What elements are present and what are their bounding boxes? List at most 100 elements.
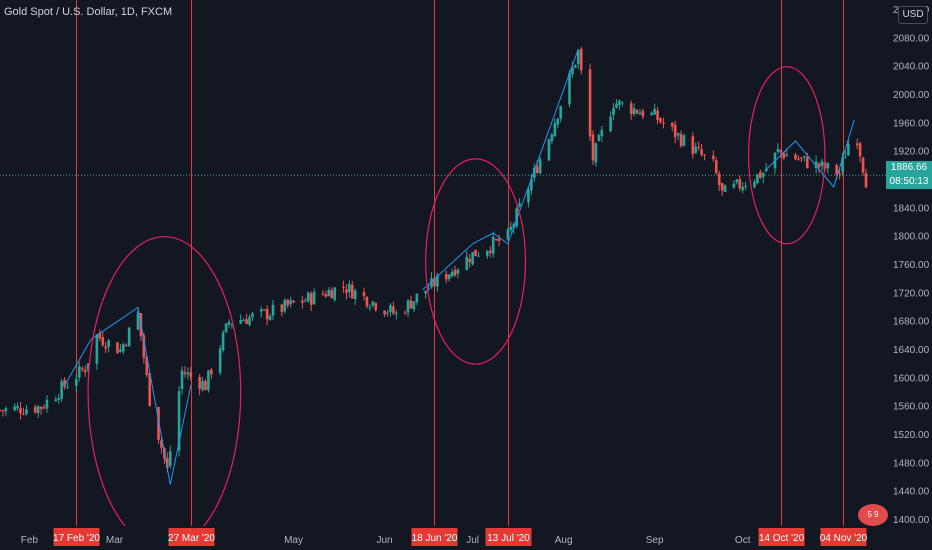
candle-body [365, 296, 369, 307]
candle-body [16, 406, 19, 408]
candle-body [571, 67, 574, 75]
candle-body [160, 440, 163, 448]
candle-body [180, 370, 184, 390]
price-tick-label: 1480.00 [893, 458, 930, 469]
brand-logo[interactable]: 5 9 [858, 504, 888, 526]
candle-body [201, 381, 204, 391]
candle-body [433, 278, 436, 287]
candle-body [618, 100, 621, 105]
candle-body [371, 301, 375, 306]
candle-body [36, 406, 40, 414]
candle-body [436, 275, 439, 287]
candle-body [374, 303, 378, 311]
time-axis[interactable]: Feb Mar May Jun Jul Aug Sep Oct 17 Feb '20 27 Mar… [0, 526, 932, 550]
candle-body [532, 167, 536, 178]
candle-body [262, 309, 266, 311]
candle-body [430, 278, 433, 288]
candle-body [797, 158, 800, 160]
candle-body [409, 300, 413, 309]
price-tick-label: 1680.00 [893, 317, 930, 328]
candle-body [629, 103, 633, 115]
candle-body [259, 309, 263, 312]
candle-body [353, 290, 357, 300]
price-tick-label: 1400.00 [893, 515, 930, 526]
candle-body [453, 269, 457, 276]
price-tick-label: 1440.00 [893, 487, 930, 498]
event-date-badge [758, 528, 805, 546]
event-date-label: 18 Jun '20 [412, 533, 458, 544]
candle-body [835, 165, 838, 175]
month-tick-label: Aug [555, 535, 573, 546]
candle-body [535, 166, 539, 173]
candle-body [265, 308, 269, 320]
candle-body [527, 189, 530, 203]
candle-body [25, 409, 28, 414]
candle-body [720, 183, 724, 191]
candle-body [497, 238, 501, 242]
candle-body [550, 134, 554, 142]
wave-line [765, 119, 855, 189]
event-date-label: 17 Feb '20 [53, 533, 100, 544]
candle-body [803, 156, 806, 158]
candle-body [700, 149, 703, 155]
candle-body [251, 313, 254, 317]
candle-body [148, 373, 152, 407]
candle-body [600, 130, 604, 137]
candle-body [844, 157, 847, 159]
candle-body [0, 409, 2, 411]
wave-line [64, 306, 192, 485]
candle-body [127, 327, 131, 347]
price-tick-label: 1600.00 [893, 373, 930, 384]
candle-body [691, 136, 695, 155]
candle-body [732, 183, 736, 188]
event-date-badge [485, 528, 532, 546]
candle-body [60, 381, 63, 399]
candle-body [717, 173, 721, 185]
candle-body [764, 169, 768, 172]
last-price-label: 1886.66 [886, 161, 932, 176]
candle-body [101, 337, 105, 346]
candle-body [612, 108, 615, 115]
candle-body [741, 186, 745, 191]
candle-body [63, 379, 66, 387]
event-date-badge [411, 528, 458, 546]
candle-body [124, 344, 128, 346]
candle-body [785, 154, 789, 157]
candle-body [723, 185, 727, 192]
candle-body [403, 312, 407, 314]
candle-body [679, 133, 683, 146]
candle-body [632, 108, 636, 115]
candle-body [230, 323, 234, 325]
candle-body [427, 288, 430, 290]
candle-body [597, 135, 601, 142]
price-axis[interactable]: 2120.002080.002040.002000.001960.001920.… [886, 0, 932, 550]
candle-body [759, 172, 762, 178]
candle-body [553, 122, 557, 137]
candle-body [591, 134, 595, 161]
price-tick-label: 1960.00 [893, 118, 930, 129]
candle-body [820, 161, 824, 166]
candle-body [95, 334, 99, 364]
candle-body [39, 406, 43, 409]
candle-body [86, 363, 90, 371]
price-axis-bg [886, 0, 932, 550]
candle-body [615, 103, 618, 108]
candle-body [703, 154, 706, 156]
candle-body [207, 370, 210, 391]
wave-drawings [64, 48, 855, 485]
candle-body [486, 250, 489, 256]
candle-body [697, 146, 700, 148]
candle-body [54, 399, 58, 402]
price-tick-label: 2040.00 [893, 62, 930, 73]
price-candles [0, 46, 868, 473]
price-tick-label: 1720.00 [893, 288, 930, 299]
candle-body [682, 135, 686, 146]
currency-button[interactable]: USD [898, 6, 928, 24]
candle-body [13, 406, 16, 411]
candle-body [518, 203, 521, 207]
candle-body [694, 146, 698, 154]
event-date-label: 14 Oct '20 [759, 533, 805, 544]
annotation-circles [87, 66, 826, 549]
price-tick-label: 2000.00 [893, 90, 930, 101]
